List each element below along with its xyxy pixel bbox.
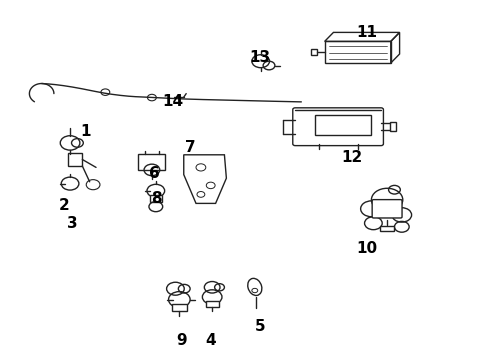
FancyBboxPatch shape: [380, 226, 394, 231]
Text: 9: 9: [176, 333, 187, 348]
Text: 11: 11: [356, 25, 377, 40]
Text: 12: 12: [341, 150, 363, 165]
Text: 3: 3: [67, 216, 78, 231]
Text: 10: 10: [356, 241, 377, 256]
FancyBboxPatch shape: [68, 153, 82, 166]
FancyBboxPatch shape: [172, 304, 187, 311]
FancyBboxPatch shape: [293, 108, 383, 145]
FancyBboxPatch shape: [206, 301, 219, 307]
FancyBboxPatch shape: [311, 49, 317, 55]
Text: 6: 6: [149, 166, 160, 181]
Text: 13: 13: [249, 50, 270, 65]
Text: 7: 7: [185, 140, 196, 155]
FancyBboxPatch shape: [138, 154, 165, 170]
FancyBboxPatch shape: [324, 41, 391, 63]
FancyBboxPatch shape: [390, 122, 396, 131]
FancyBboxPatch shape: [150, 195, 162, 202]
Text: 2: 2: [58, 198, 69, 213]
Text: 1: 1: [80, 124, 91, 139]
Text: 4: 4: [205, 333, 216, 348]
Text: 5: 5: [254, 319, 265, 334]
FancyBboxPatch shape: [315, 115, 371, 135]
Text: 8: 8: [151, 191, 162, 206]
FancyBboxPatch shape: [372, 199, 402, 218]
Text: 14: 14: [162, 94, 183, 109]
